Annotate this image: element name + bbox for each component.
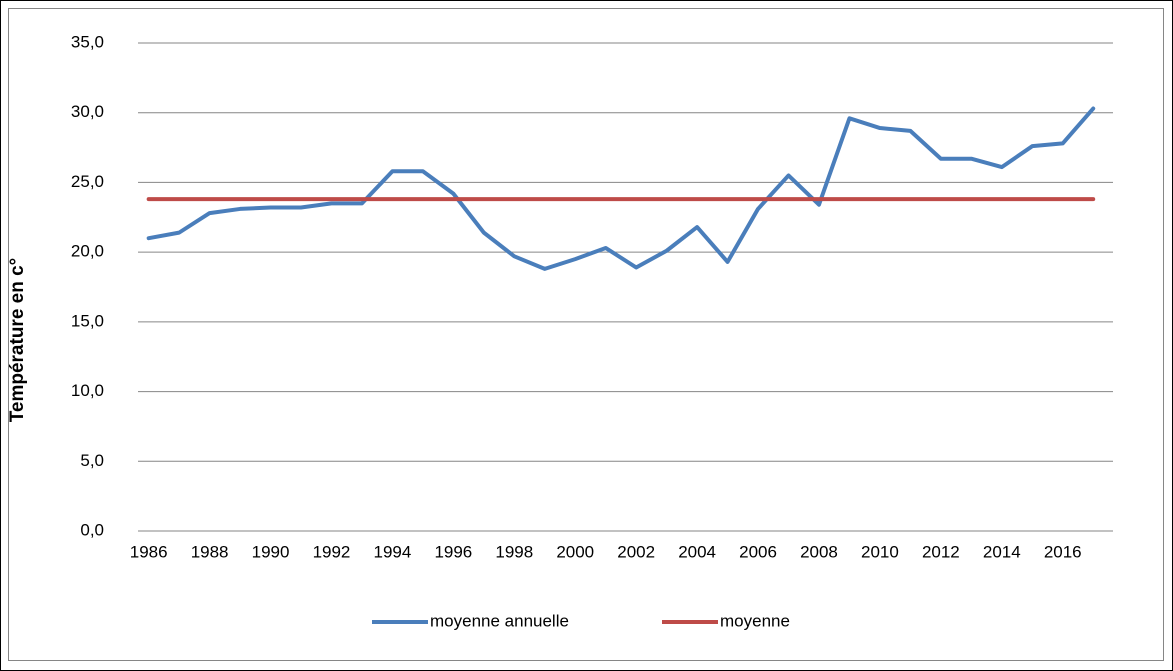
- y-axis-label: Température en c°: [7, 258, 28, 423]
- y-tick-label: 0,0: [80, 520, 104, 539]
- x-tick-label: 2012: [922, 542, 960, 561]
- chart-border: [8, 8, 1164, 661]
- x-tick-label: 2010: [861, 542, 899, 561]
- legend-label: moyenne: [720, 611, 790, 630]
- x-tick-label: 2008: [800, 542, 838, 561]
- x-tick-label: 1986: [130, 542, 168, 561]
- y-tick-label: 5,0: [80, 451, 104, 470]
- x-tick-label: 1996: [434, 542, 472, 561]
- series-line: [146, 106, 1096, 271]
- x-tick-label: 2006: [739, 542, 777, 561]
- legend-label: moyenne annuelle: [430, 611, 569, 630]
- x-tick-label: 1998: [495, 542, 533, 561]
- x-tick-label: 2004: [678, 542, 716, 561]
- y-tick-label: 30,0: [71, 102, 104, 121]
- y-tick-label: 35,0: [71, 32, 104, 51]
- x-tick-label: 2014: [983, 542, 1021, 561]
- x-tick-label: 1994: [374, 542, 412, 561]
- x-tick-label: 2000: [556, 542, 594, 561]
- x-tick-label: 1988: [191, 542, 229, 561]
- y-tick-label: 25,0: [71, 172, 104, 191]
- x-tick-label: 1992: [313, 542, 351, 561]
- x-tick-label: 2016: [1044, 542, 1082, 561]
- y-tick-label: 10,0: [71, 381, 104, 400]
- x-tick-label: 2002: [617, 542, 655, 561]
- x-tick-label: 1990: [252, 542, 290, 561]
- y-tick-label: 20,0: [71, 242, 104, 261]
- y-tick-label: 15,0: [71, 311, 104, 330]
